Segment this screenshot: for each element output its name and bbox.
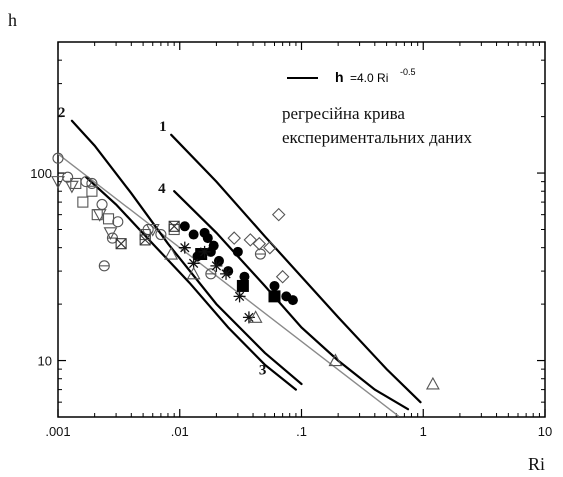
open-square-marker bbox=[86, 185, 98, 197]
curve-2 bbox=[70, 119, 303, 386]
regression-line-path bbox=[57, 153, 400, 417]
series-open-diamond bbox=[227, 207, 290, 284]
y-tick-label: 10 bbox=[38, 354, 52, 369]
open-diamond-marker bbox=[271, 207, 286, 222]
open-diamond-marker bbox=[275, 269, 290, 284]
curve-label: 3 bbox=[259, 363, 267, 379]
filled-circle-marker bbox=[208, 240, 219, 251]
open-circle-marker bbox=[52, 152, 64, 164]
curve-4 bbox=[173, 190, 410, 411]
crossed-square-marker-cross bbox=[115, 238, 127, 250]
y-tick-label: 100 bbox=[30, 166, 52, 181]
filled-square-marker bbox=[236, 279, 249, 292]
open-triangle-marker bbox=[164, 246, 179, 260]
open-diamond-marker bbox=[227, 231, 241, 245]
open-triangle-down-marker bbox=[51, 176, 65, 189]
open-triangle-marker bbox=[425, 376, 440, 390]
filled-circle-marker bbox=[269, 280, 280, 291]
asterisk-marker bbox=[187, 257, 200, 270]
open-diamond-marker bbox=[263, 240, 277, 255]
open-triangle-marker bbox=[248, 310, 263, 323]
open-triangle-marker bbox=[186, 266, 201, 280]
y-axis-label: h bbox=[8, 10, 17, 30]
asterisk-marker bbox=[198, 245, 211, 258]
series-circle-bar bbox=[98, 232, 266, 280]
model-curves bbox=[70, 119, 422, 411]
open-square-marker bbox=[77, 196, 89, 208]
open-triangle-marker bbox=[328, 353, 343, 367]
curve-1 bbox=[170, 133, 422, 404]
legend-formula-exponent: -0.5 bbox=[400, 67, 416, 77]
filled-square-marker bbox=[195, 248, 208, 261]
series-filled-square bbox=[195, 248, 281, 303]
open-triangle-down-marker bbox=[145, 223, 160, 237]
filled-circle-marker bbox=[179, 221, 190, 232]
asterisk-marker bbox=[233, 290, 246, 303]
crossed-square-marker-cross bbox=[139, 234, 151, 246]
legend-symbol: h bbox=[335, 69, 344, 85]
filled-circle-marker bbox=[188, 229, 199, 240]
x-tick-label: .1 bbox=[296, 424, 307, 439]
open-diamond-marker bbox=[243, 233, 258, 247]
x-tick-label: .001 bbox=[45, 424, 70, 439]
filled-circle-marker bbox=[287, 295, 298, 306]
series-crossed-square bbox=[115, 220, 180, 250]
open-triangle-down-marker bbox=[64, 180, 79, 194]
x-axis-label: Ri bbox=[528, 454, 545, 474]
series-asterisk bbox=[178, 241, 255, 324]
curve-label: 4 bbox=[158, 181, 166, 197]
open-circle-marker bbox=[112, 216, 124, 228]
crossed-square-marker bbox=[115, 238, 127, 250]
legend-description-line2: експериментальних даних bbox=[282, 128, 472, 147]
curve-label: 2 bbox=[58, 105, 66, 121]
data-markers bbox=[51, 152, 440, 390]
legend-description-line1: регресійна крива bbox=[282, 104, 405, 123]
plot-area bbox=[57, 41, 546, 418]
series-open-triangle bbox=[164, 246, 440, 390]
crossed-square-marker bbox=[168, 220, 180, 232]
open-square-marker bbox=[70, 177, 82, 190]
filled-square-marker bbox=[268, 290, 281, 303]
legend: h =4.0 Ri -0.5 регресійна крива експерим… bbox=[282, 67, 472, 147]
crossed-square-marker bbox=[139, 234, 151, 246]
regression-line bbox=[57, 153, 400, 417]
open-circle-marker bbox=[155, 228, 167, 241]
legend-formula: =4.0 Ri bbox=[350, 71, 388, 85]
open-circle-marker bbox=[86, 177, 98, 190]
open-diamond-marker bbox=[252, 236, 267, 251]
open-circle-marker bbox=[62, 171, 74, 183]
filled-circle-marker bbox=[239, 271, 250, 282]
x-tick-label: 1 bbox=[420, 424, 427, 439]
filled-circle-marker bbox=[232, 246, 243, 257]
asterisk-marker bbox=[220, 267, 233, 280]
asterisk-marker bbox=[178, 241, 191, 254]
crossed-square-marker-cross bbox=[168, 220, 180, 232]
curve-label: 1 bbox=[159, 119, 167, 135]
asterisk-marker bbox=[242, 311, 255, 324]
open-triangle-down-marker bbox=[92, 209, 107, 222]
x-tick-label: 10 bbox=[538, 424, 552, 439]
curve-3 bbox=[85, 176, 297, 391]
open-circle-marker bbox=[96, 198, 108, 211]
asterisk-marker bbox=[210, 259, 223, 272]
axis-ticks bbox=[57, 42, 546, 417]
x-tick-label: .01 bbox=[171, 424, 189, 439]
filled-circle-marker bbox=[202, 233, 213, 244]
open-square-marker bbox=[102, 213, 115, 225]
